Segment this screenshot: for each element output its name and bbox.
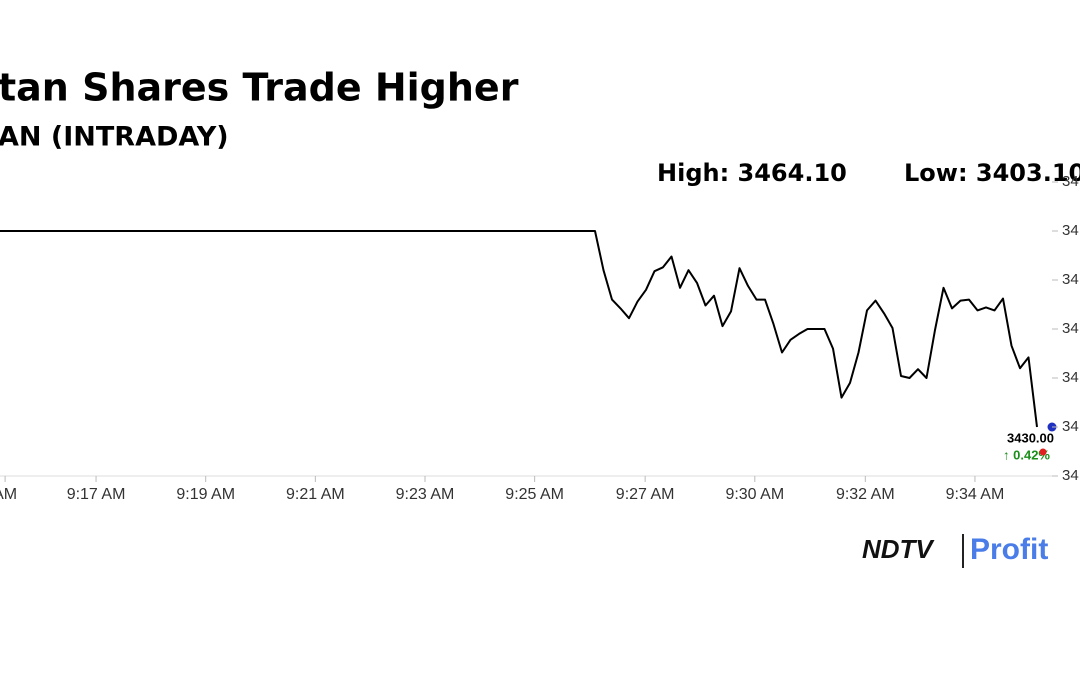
- high-label: High: 3464.10: [657, 159, 847, 187]
- chart-title: tan Shares Trade Higher: [0, 66, 519, 110]
- y-tick-label: 34: [1062, 173, 1079, 190]
- x-tick-label: 9:34 AM: [946, 486, 1005, 503]
- brand-profit: Profit: [970, 533, 1048, 566]
- x-tick-label: 9:19 AM: [176, 486, 235, 503]
- price-line: [0, 230, 1038, 428]
- last-value-label: 3430.00: [1007, 430, 1054, 445]
- x-tick-label: 9:17 AM: [67, 486, 126, 503]
- low-label: Low: 3403.10: [904, 159, 1080, 187]
- brand-ndtv: NDTV: [862, 534, 935, 564]
- y-tick-label: 34: [1062, 320, 1079, 337]
- change-dot: [1039, 448, 1047, 456]
- chart-subtitle: AN (INTRADAY): [0, 122, 229, 153]
- x-tick-label: 9:23 AM: [396, 486, 455, 503]
- change-label: ↑ 0.42%: [1003, 447, 1050, 462]
- x-tick-label: 9:30 AM: [725, 486, 784, 503]
- y-tick-label: 34: [1062, 271, 1079, 288]
- x-tick-label: AM: [0, 486, 17, 503]
- x-tick-label: 9:25 AM: [505, 486, 564, 503]
- y-tick-label: 34: [1062, 369, 1079, 386]
- x-tick-label: 9:32 AM: [836, 486, 895, 503]
- y-tick-label: 34: [1062, 418, 1079, 435]
- y-tick-label: 34: [1062, 467, 1079, 484]
- x-tick-label: 9:27 AM: [616, 486, 675, 503]
- y-tick-label: 34: [1062, 222, 1079, 239]
- x-tick-label: 9:21 AM: [286, 486, 345, 503]
